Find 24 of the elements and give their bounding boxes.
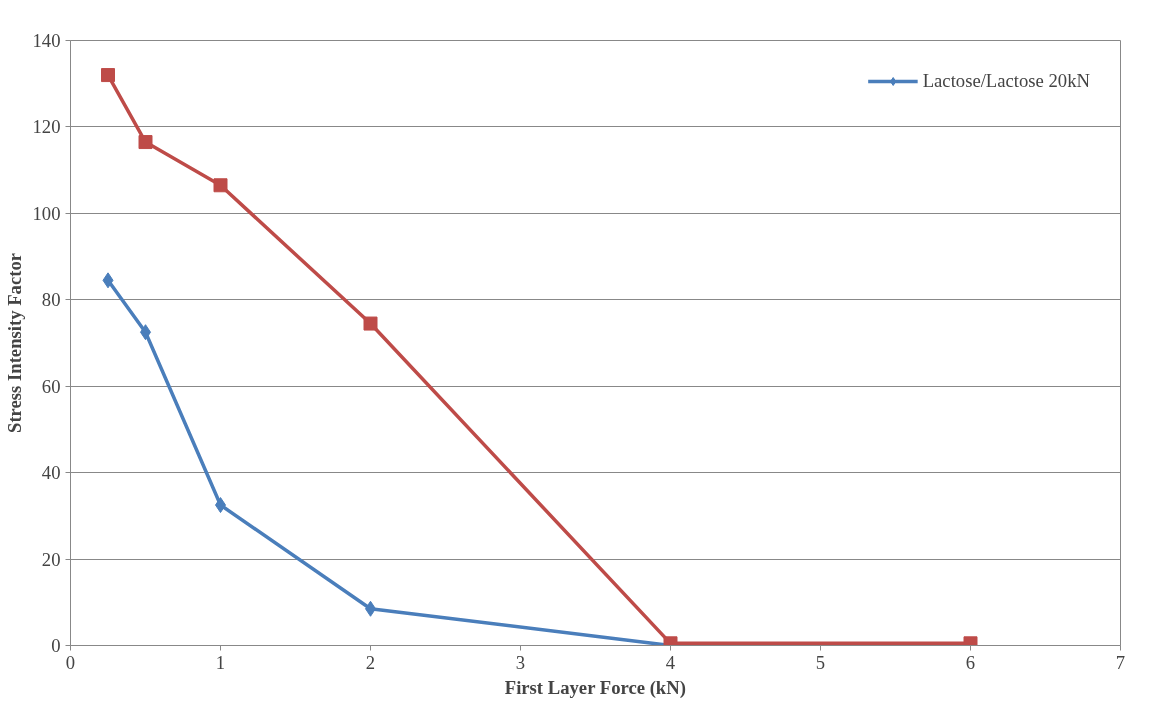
y-tick-label: 80 — [41, 289, 61, 311]
x-tick-label: 0 — [65, 651, 76, 673]
x-tick-label: 4 — [665, 651, 676, 673]
x-tick-label: 2 — [365, 651, 376, 673]
x-tick-label: 3 — [515, 651, 526, 673]
x-tick-label: 5 — [815, 651, 826, 673]
y-tick-label: 0 — [51, 635, 61, 656]
y-tick-label: 20 — [41, 548, 61, 570]
y-tick-label: 60 — [41, 375, 61, 397]
y-tick-label: 140 — [32, 30, 61, 51]
x-tick-label: 1 — [215, 651, 226, 673]
y-tick-label: 120 — [32, 116, 61, 138]
point — [213, 178, 228, 193]
y-axis-title: Stress Intensity Factor — [3, 253, 25, 433]
x-tick-label: 6 — [965, 651, 976, 673]
legend-label: Lactose/Lactose 20kN — [922, 70, 1090, 92]
y-tick-label: 40 — [41, 462, 61, 484]
point — [102, 272, 114, 289]
y-tick-label: 100 — [32, 202, 61, 224]
x-tick-label: 7 — [1115, 651, 1126, 673]
point — [363, 316, 378, 331]
x-axis-title: First Layer Force (kN) — [504, 676, 686, 699]
point — [138, 135, 153, 150]
point — [101, 68, 115, 83]
